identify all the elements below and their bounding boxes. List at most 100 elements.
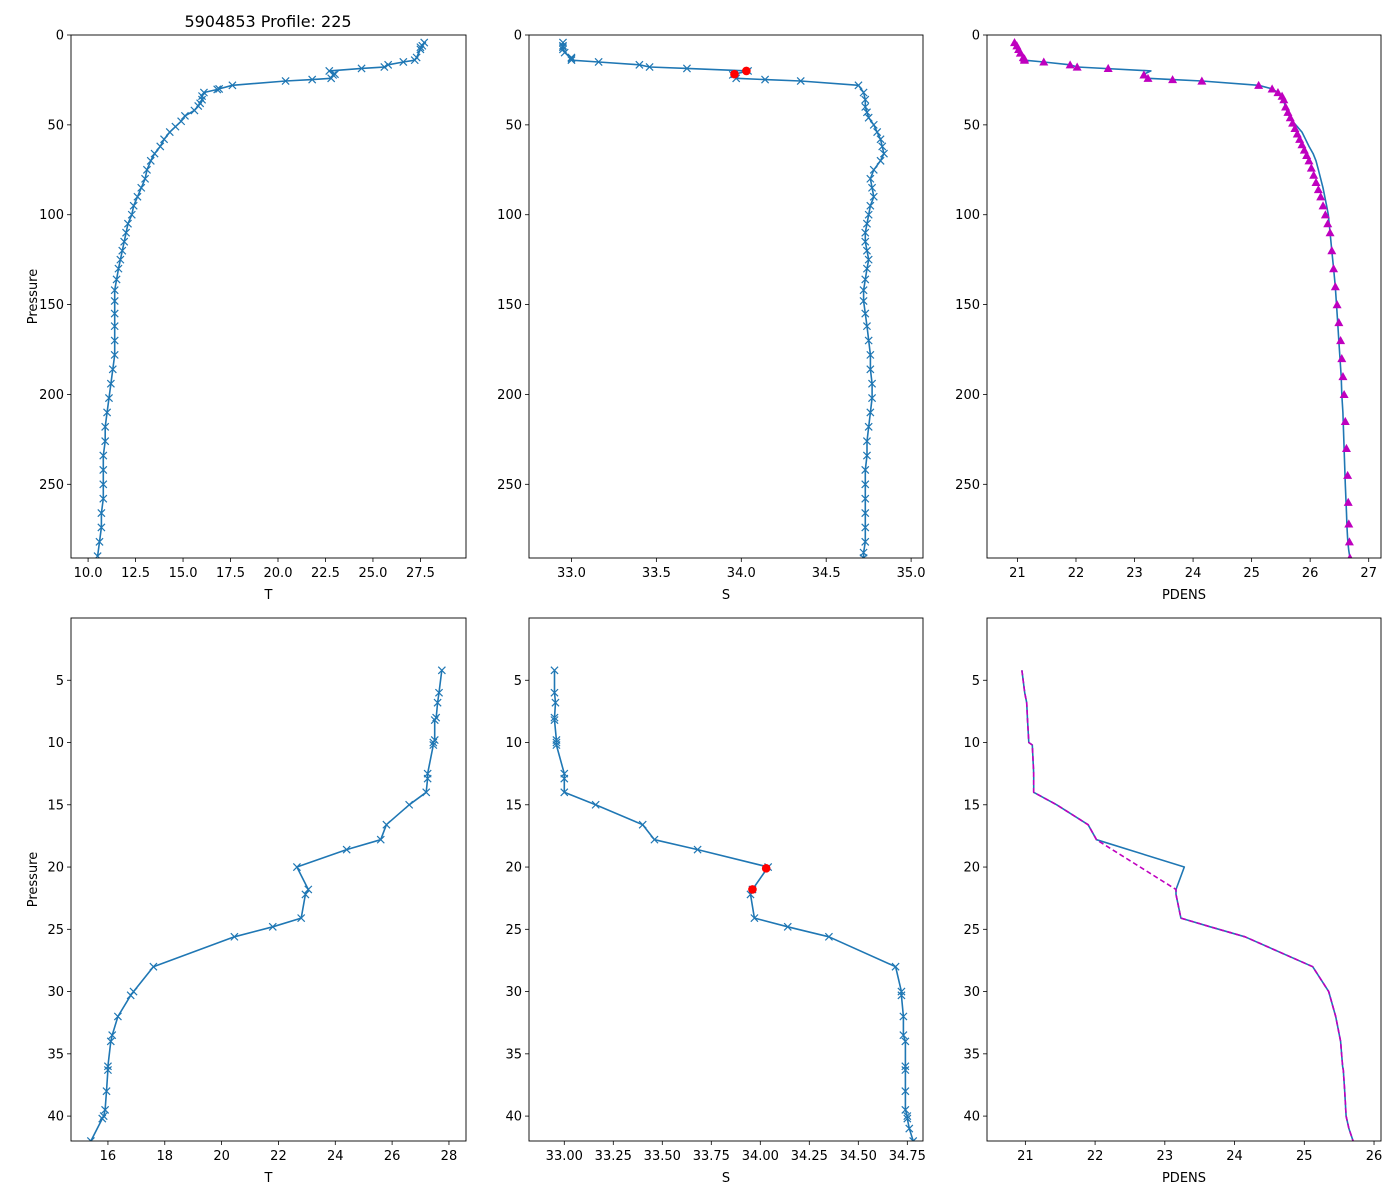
data-point-triangle-marker: [1267, 84, 1277, 93]
data-point-x-marker: [862, 108, 871, 117]
data-point-x-marker: [783, 922, 792, 931]
data-point-x-marker: [552, 740, 561, 750]
series-s: [558, 38, 888, 558]
data-point-x-marker: [430, 736, 439, 745]
data-point-x-marker: [861, 102, 870, 111]
data-point-x-marker: [876, 135, 885, 144]
y-tick-label: 15: [963, 798, 980, 813]
data-point-x-marker: [864, 210, 873, 219]
data-point-x-marker: [99, 494, 108, 503]
x-tick-label: 25: [1296, 1149, 1313, 1164]
flagged-point: [730, 69, 739, 79]
data-point-x-marker: [824, 932, 833, 941]
x-tick-label: 21: [1017, 1149, 1034, 1164]
x-tick-label: 33.00: [546, 1149, 583, 1164]
data-point-triangle-marker: [1019, 55, 1029, 64]
data-point-x-marker: [99, 451, 108, 460]
data-point-triangle-marker: [1339, 389, 1349, 399]
data-point-x-marker: [127, 210, 136, 219]
data-point-x-marker: [901, 1087, 910, 1096]
data-point-x-marker: [909, 1136, 918, 1141]
data-point-x-marker: [591, 800, 600, 809]
series-t: [86, 666, 446, 1141]
x-tick-label: 27.5: [406, 566, 435, 581]
data-point-x-marker: [215, 84, 224, 93]
y-tick-label: 100: [497, 208, 522, 223]
data-point-x-marker: [868, 379, 877, 388]
data-point-triangle-marker: [1323, 219, 1333, 228]
data-point-x-marker: [682, 64, 691, 73]
y-tick-label: 20: [47, 861, 64, 876]
plot-area: [550, 666, 918, 1141]
data-point-x-marker: [552, 738, 561, 747]
data-point-x-marker: [638, 820, 647, 829]
data-point-x-marker: [230, 932, 239, 941]
y-tick-label: 30: [505, 985, 522, 1000]
data-point-x-marker: [106, 379, 115, 388]
data-point-x-marker: [399, 57, 408, 66]
x-axis-label: T: [264, 588, 273, 603]
data-point-triangle-marker: [1316, 192, 1326, 201]
data-point-x-marker: [376, 835, 385, 844]
data-point-x-marker: [118, 246, 127, 255]
data-point-triangle-marker: [1273, 88, 1283, 97]
data-point-x-marker: [567, 53, 576, 62]
data-point-x-marker: [861, 275, 870, 284]
data-point-x-marker: [357, 64, 366, 73]
plot-area: [86, 666, 446, 1141]
data-point-triangle-marker: [1343, 497, 1353, 506]
x-tick-label: 34.75: [889, 1149, 926, 1164]
data-point-x-marker: [594, 57, 603, 66]
plot-area: [1021, 670, 1354, 1141]
data-point-triangle-marker: [1168, 75, 1178, 84]
x-tick-label: 24: [1185, 566, 1202, 581]
data-point-x-marker: [550, 716, 559, 725]
y-axis-label: Pressure: [26, 852, 41, 908]
series-line: [1021, 670, 1354, 1141]
y-tick-label: 10: [963, 736, 980, 751]
y-tick-label: 25: [505, 923, 522, 938]
data-point-triangle-marker: [1279, 95, 1289, 104]
series-pdens-markers: [1010, 38, 1354, 558]
data-point-triangle-marker: [1311, 177, 1321, 186]
x-tick-label: 22: [1068, 566, 1085, 581]
x-tick-label: 34.0: [727, 566, 756, 581]
y-tick-label: 100: [39, 208, 64, 223]
data-point-x-marker: [861, 480, 870, 489]
data-point-x-marker: [866, 174, 875, 183]
data-point-x-marker: [899, 1012, 908, 1021]
data-point-x-marker: [99, 465, 108, 474]
data-point-x-marker: [268, 922, 277, 931]
data-point-x-marker: [160, 135, 169, 144]
data-point-x-marker: [141, 174, 150, 183]
data-point-x-marker: [342, 845, 351, 854]
data-point-x-marker: [103, 1062, 112, 1071]
data-point-triangle-marker: [1309, 170, 1319, 179]
y-tick-label: 10: [47, 736, 64, 751]
data-point-x-marker: [434, 688, 444, 697]
data-point-x-marker: [859, 286, 868, 295]
data-point-x-marker: [103, 408, 112, 417]
y-tick-label: 100: [955, 208, 980, 223]
data-point-x-marker: [866, 350, 875, 359]
data-point-x-marker: [903, 1112, 912, 1121]
x-tick-label: 25.0: [358, 566, 387, 581]
y-tick-label: 40: [47, 1110, 64, 1125]
data-point-triangle-marker: [1072, 62, 1082, 71]
data-point-triangle-marker: [1344, 537, 1354, 546]
data-point-x-marker: [110, 286, 119, 295]
data-point-x-marker: [796, 76, 805, 86]
data-point-x-marker: [113, 1012, 122, 1021]
data-point-x-marker: [901, 1065, 910, 1075]
data-point-x-marker: [901, 1105, 910, 1114]
data-point-x-marker: [93, 552, 102, 558]
y-tick-label: 5: [514, 674, 522, 689]
data-point-x-marker: [101, 1105, 110, 1114]
flagged-point: [742, 66, 751, 76]
data-point-triangle-marker: [1336, 336, 1346, 345]
data-point-x-marker: [861, 237, 870, 246]
data-point-x-marker: [854, 81, 863, 90]
x-tick-label: 20: [213, 1149, 230, 1164]
data-point-x-marker: [859, 553, 868, 558]
data-point-triangle-marker: [1338, 371, 1348, 381]
